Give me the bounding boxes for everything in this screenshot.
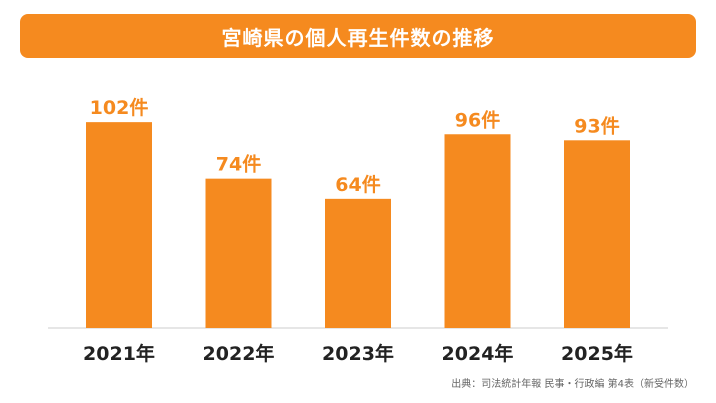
bar-2022年 <box>205 178 272 328</box>
chart-title: 宮崎県の個人再生件数の推移 <box>221 25 495 50</box>
value-label: 96件 <box>455 108 500 131</box>
value-label: 74件 <box>216 153 261 176</box>
category-label: 2022年 <box>203 342 275 365</box>
value-label: 64件 <box>335 173 380 196</box>
value-label: 102件 <box>90 96 149 119</box>
chart-title-banner: 宮崎県の個人再生件数の推移 <box>20 14 696 58</box>
category-label: 2023年 <box>322 342 394 365</box>
bar-2021年 <box>86 122 152 329</box>
value-label: 93件 <box>574 114 619 137</box>
category-label: 2025年 <box>561 342 633 365</box>
bar-2025年 <box>564 140 630 328</box>
category-label: 2021年 <box>83 342 155 365</box>
bar-2023年 <box>325 198 391 328</box>
source-note: 出典：司法統計年報 民事・行政編 第4表（新受件数） <box>451 379 694 390</box>
bar-2024年 <box>444 134 511 328</box>
category-label: 2024年 <box>442 342 514 365</box>
